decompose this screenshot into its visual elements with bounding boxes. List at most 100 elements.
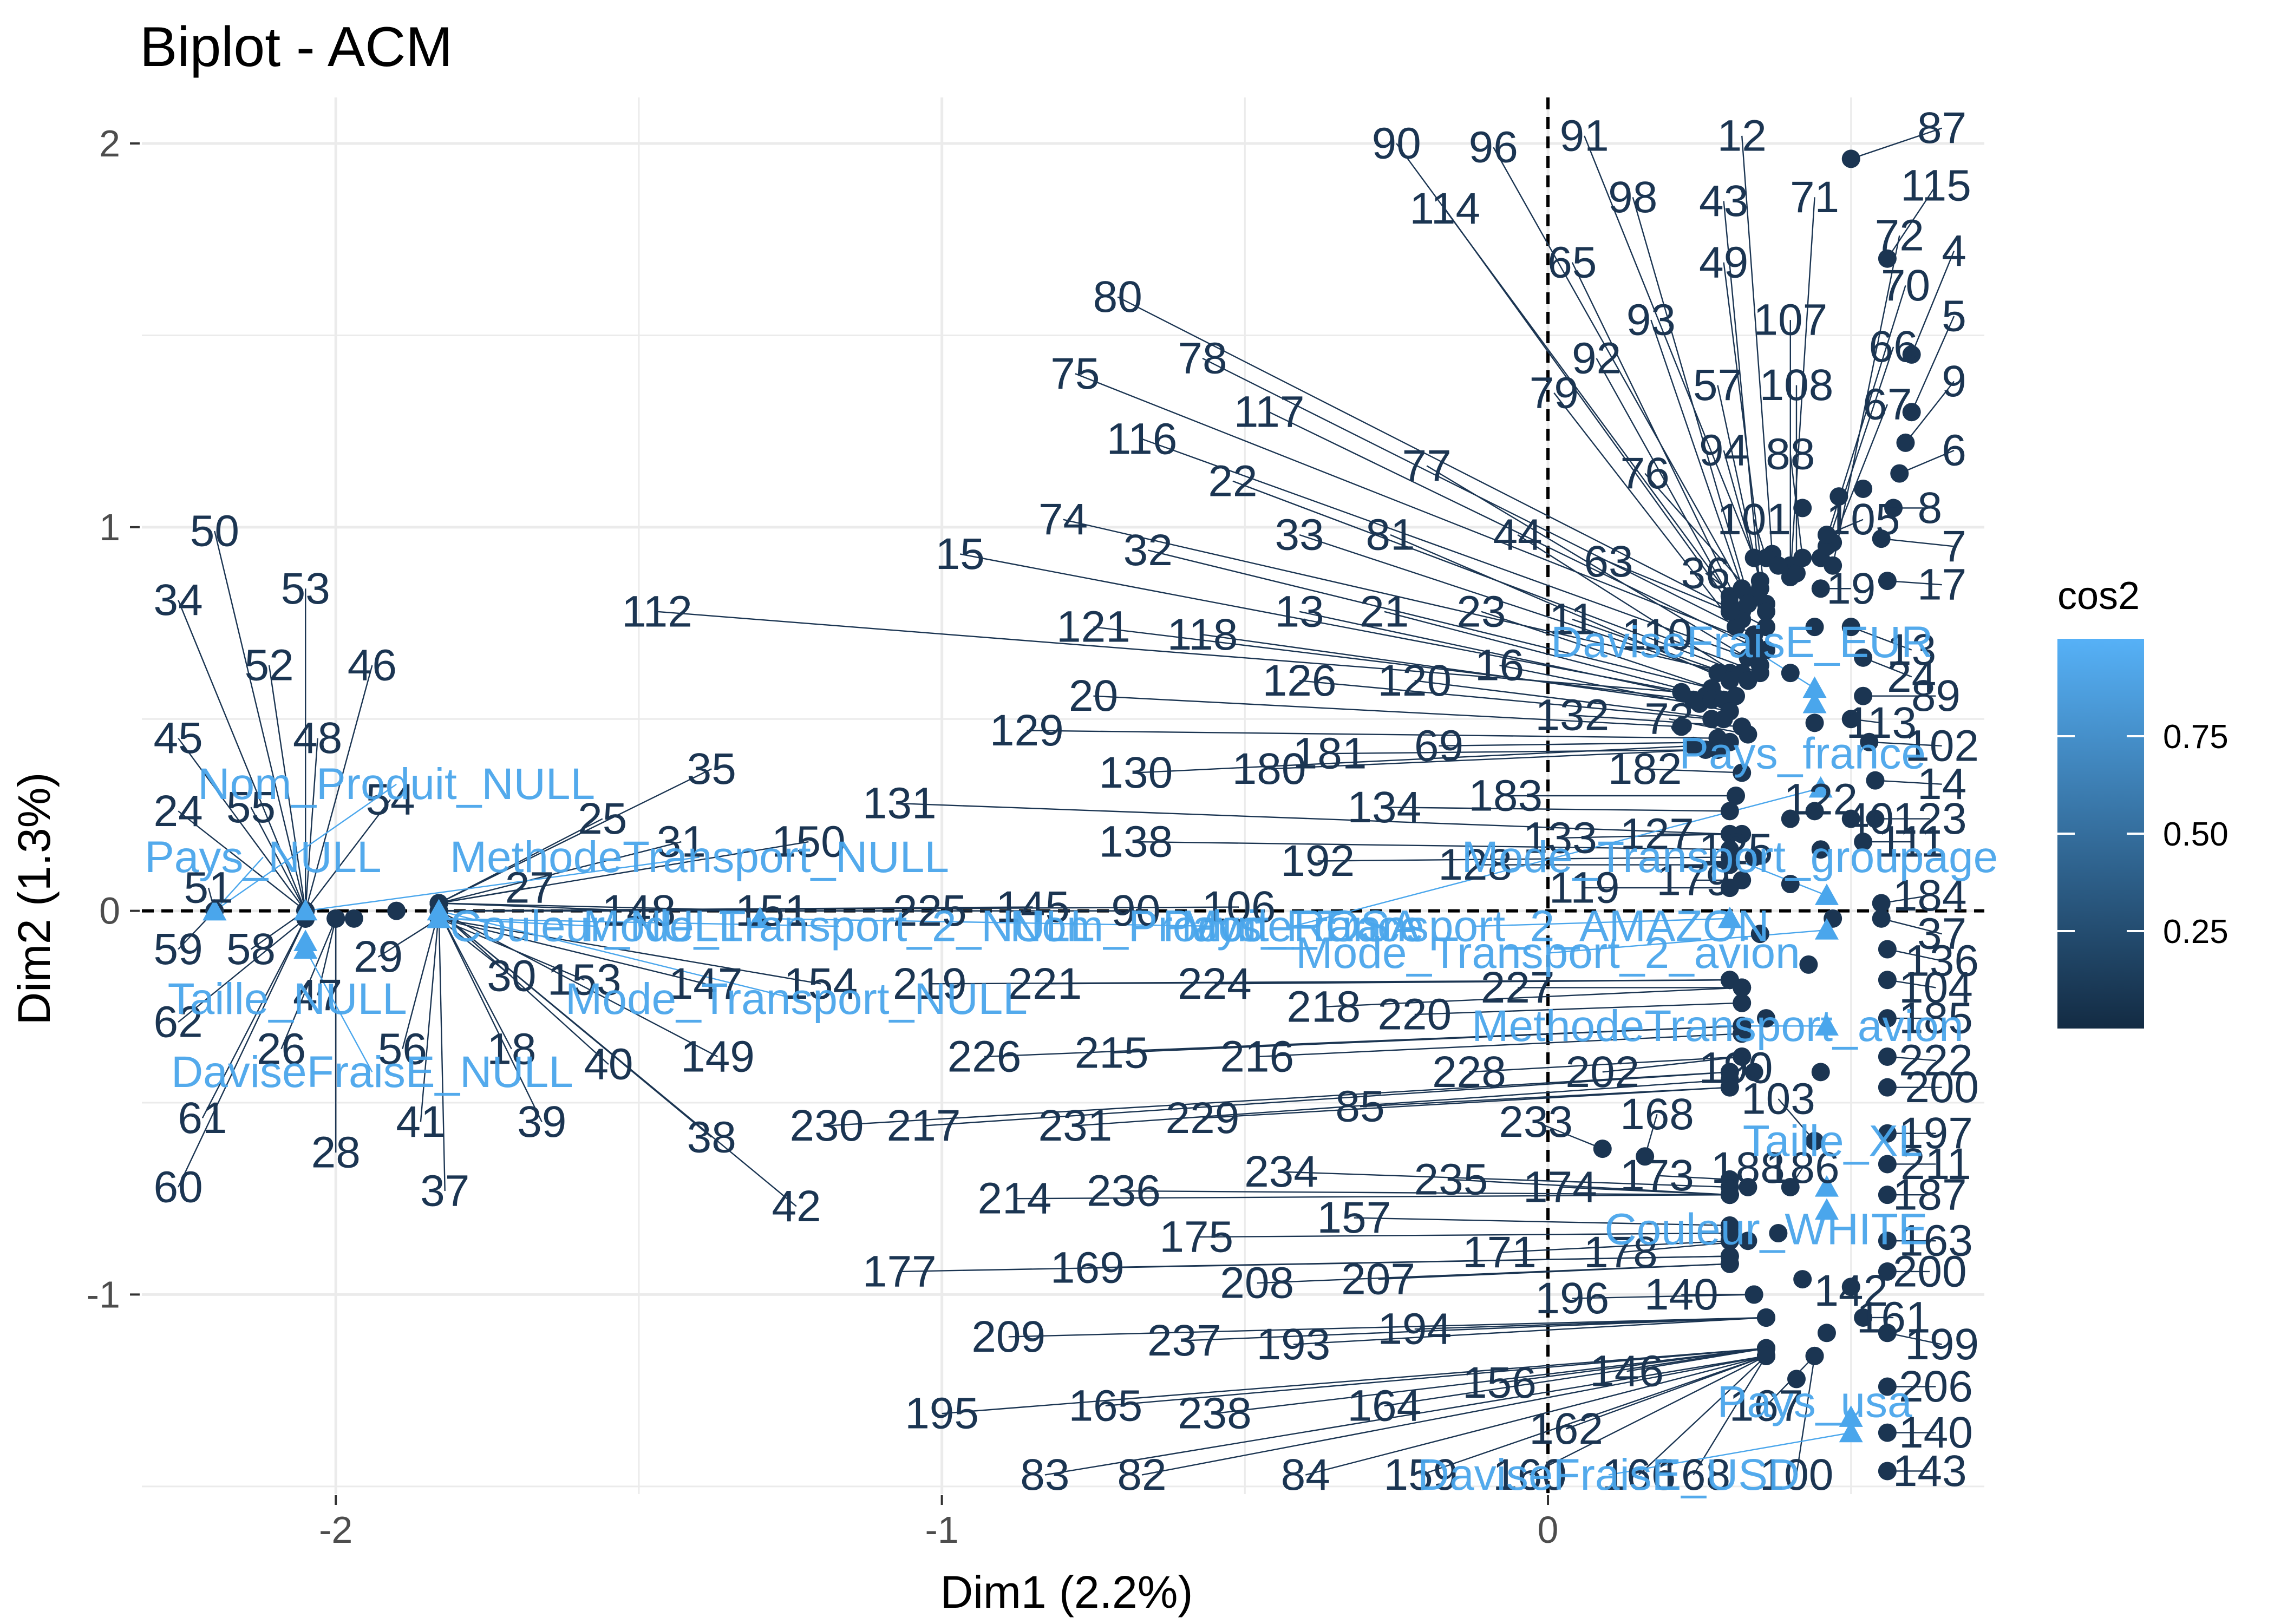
leader-line (826, 1071, 1730, 1127)
leader-line (438, 910, 797, 1207)
individual-label: 15 (936, 529, 985, 579)
individual-label: 196 (1535, 1274, 1609, 1323)
variable-label: Pays_france (1679, 729, 1926, 778)
individual-label: 222 (1899, 1036, 1973, 1085)
individual-label: 148 (602, 886, 676, 935)
individual-point (1878, 1124, 1897, 1143)
leader-line (1299, 611, 1712, 700)
individual-point (1854, 833, 1873, 852)
leader-line (1693, 1355, 1767, 1476)
individual-label: 55 (226, 783, 276, 832)
individual-label: 51 (184, 863, 233, 913)
individual-point (1744, 848, 1763, 867)
variable-point (1802, 691, 1827, 713)
individual-point (1878, 1186, 1897, 1204)
individual-point (1720, 1254, 1739, 1273)
variable-leader-line (760, 918, 1215, 927)
individual-point (1727, 787, 1746, 805)
variable-leader-line (305, 856, 700, 912)
individual-label: 74 (1038, 495, 1088, 544)
legend-tick-label: 0.25 (2163, 913, 2229, 951)
individual-label: 171 (1462, 1228, 1537, 1277)
leader-line (1469, 1056, 1742, 1073)
individual-label: 24 (154, 787, 203, 836)
individual-point (1872, 529, 1891, 548)
individual-label: 56 (378, 1024, 427, 1073)
individual-point (387, 901, 406, 920)
leader-line (438, 910, 718, 1058)
individual-label: 16 (1475, 641, 1524, 690)
individual-label: 217 (887, 1101, 961, 1150)
leader-line (1911, 251, 1955, 355)
individual-point (326, 909, 345, 928)
leader-line (305, 799, 391, 912)
variable-point (748, 906, 772, 928)
individual-label: 27 (505, 863, 554, 913)
individual-point (1878, 1462, 1897, 1481)
leader-line (1566, 1355, 1767, 1430)
y-tick-label: 2 (99, 122, 120, 165)
individual-label: 118 (1167, 610, 1238, 659)
individual-point (1593, 1140, 1612, 1158)
individual-label: 133 (1523, 813, 1597, 862)
individual-label: 234 (1244, 1147, 1318, 1196)
individual-label: 116 (1107, 414, 1178, 463)
individual-label: 207 (1341, 1255, 1415, 1304)
leader-line (1851, 626, 1912, 651)
leader-line (317, 918, 337, 996)
individual-label: 229 (1166, 1093, 1240, 1143)
individual-point (344, 909, 363, 928)
individual-point (1739, 594, 1757, 613)
leader-line (1851, 127, 1943, 160)
individual-point (1878, 1078, 1897, 1097)
individual-label: 33 (1275, 510, 1324, 560)
variable-point (1839, 1420, 1863, 1443)
individual-label: 37 (1917, 909, 1966, 959)
variable-label: DaviseFraisE_EUR (1551, 618, 1933, 667)
individual-label: 32 (1123, 526, 1173, 575)
leader-line (1008, 1317, 1767, 1338)
variable-point (1808, 776, 1833, 798)
leader-line (1789, 197, 1815, 578)
leader-line (1887, 948, 1942, 961)
leader-line (1196, 1232, 1730, 1238)
leader-line (1826, 346, 1894, 547)
variable-label: DaviseFraisE_NULL (171, 1047, 573, 1097)
individual-label: 199 (1905, 1320, 1979, 1369)
leader-line (1317, 856, 1730, 862)
individual-label: 21 (1360, 587, 1409, 636)
individual-label: 126 (1263, 656, 1337, 705)
individual-point (1739, 1177, 1757, 1196)
leader-line (1044, 1355, 1767, 1476)
label-leader-lines (178, 127, 1955, 1476)
individual-label: 215 (1075, 1028, 1149, 1077)
individual-label: 50 (190, 506, 239, 555)
individual-label: 38 (687, 1112, 736, 1162)
individual-label: 75 (1050, 349, 1100, 398)
individual-label: 26 (257, 1024, 306, 1073)
individual-point (1896, 433, 1915, 452)
y-tick-label: -1 (87, 1273, 120, 1315)
individual-label: 146 (1590, 1347, 1664, 1396)
leader-line (1414, 1002, 1742, 1016)
individual-point (1750, 925, 1769, 944)
individual-label: 159 (1384, 1450, 1458, 1499)
individual-label: 195 (905, 1389, 979, 1438)
leader-line (1027, 730, 1718, 739)
individual-point (1878, 1324, 1897, 1343)
variable-point (293, 899, 318, 921)
individual-label: 85 (1335, 1082, 1384, 1131)
individual-point (1720, 671, 1739, 690)
individual-label: 52 (244, 641, 293, 690)
leader-line (1596, 358, 1743, 620)
leader-line (1075, 373, 1755, 643)
leader-line (1384, 611, 1724, 700)
individual-label: 238 (1178, 1389, 1252, 1438)
individual-label: 123 (1893, 794, 1967, 843)
individual-point (1878, 1009, 1897, 1028)
individual-label: 13 (1887, 625, 1936, 675)
individual-label: 34 (154, 575, 203, 625)
leader-line (1481, 611, 1736, 697)
individual-point (1878, 1262, 1897, 1281)
individual-point (1781, 875, 1800, 894)
